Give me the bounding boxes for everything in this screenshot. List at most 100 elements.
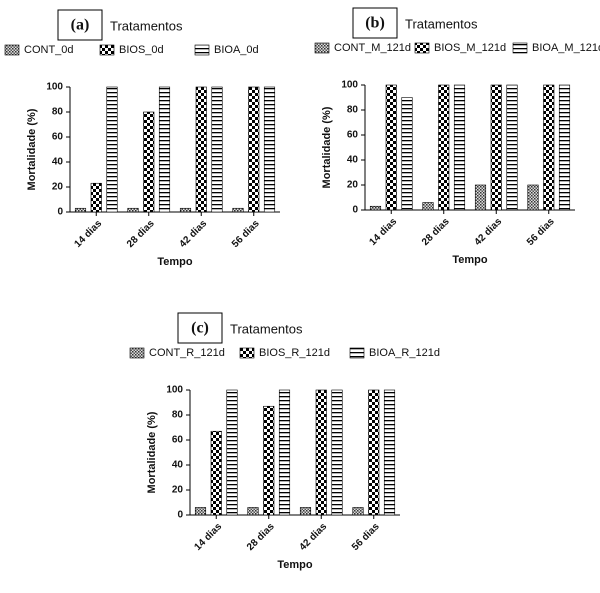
bar <box>453 84 466 211</box>
bar <box>195 86 207 213</box>
y-tick-label: 20 <box>172 485 184 496</box>
legend-title: Tratamentos <box>110 18 183 33</box>
x-tick-label: 28 dias <box>245 521 277 553</box>
bar <box>232 207 244 213</box>
bar <box>506 84 518 211</box>
y-tick-label: 20 <box>347 180 359 191</box>
y-tick-label: 0 <box>177 510 183 521</box>
y-tick-label: 20 <box>52 182 64 193</box>
bar <box>474 184 487 211</box>
legend-label: BIOS_0d <box>119 44 164 56</box>
panel-label: (c) <box>191 320 209 337</box>
bar <box>158 86 171 213</box>
bar <box>210 430 222 516</box>
bar <box>352 507 364 516</box>
legend-label: BIOS_R_121d <box>259 347 330 359</box>
x-axis-title: Tempo <box>452 254 488 266</box>
y-tick-label: 40 <box>172 460 184 471</box>
legend-label: BIOS_M_121d <box>434 42 506 54</box>
bar <box>143 111 155 213</box>
legend-swatch <box>194 44 210 56</box>
bar <box>299 507 312 516</box>
bar <box>278 389 291 516</box>
legend-swatch <box>129 347 145 359</box>
x-tick-label: 56 dias <box>525 216 557 248</box>
bar <box>179 207 192 213</box>
y-tick-label: 100 <box>166 385 183 396</box>
legend-swatch <box>314 42 330 54</box>
y-tick-label: 60 <box>52 132 64 143</box>
legend-swatch <box>512 42 528 54</box>
y-tick-label: 100 <box>341 80 358 91</box>
bar <box>385 84 397 211</box>
bar <box>369 205 382 211</box>
x-tick-label: 42 dias <box>472 216 504 248</box>
y-tick-label: 0 <box>352 205 358 216</box>
y-tick-label: 80 <box>347 105 359 116</box>
panel: (b) Tratamentos CONT_M_121d BIOS_M_121d BIOA… <box>314 7 600 266</box>
x-tick-label: 42 dias <box>297 521 329 553</box>
bar <box>543 84 555 211</box>
legend-label: CONT_0d <box>24 44 74 56</box>
bar <box>527 184 539 211</box>
y-tick-label: 100 <box>46 82 63 93</box>
bar <box>401 97 413 211</box>
y-tick-label: 80 <box>52 107 64 118</box>
legend-swatch <box>349 347 365 359</box>
x-tick-label: 14 dias <box>367 216 399 248</box>
x-axis-title: Tempo <box>157 256 193 268</box>
bar <box>127 207 139 213</box>
y-tick-label: 80 <box>172 410 184 421</box>
bar <box>331 389 343 516</box>
bar <box>263 405 275 516</box>
legend-label: CONT_R_121d <box>149 347 225 359</box>
bar <box>383 389 396 516</box>
y-axis-title: Mortalidade (%) <box>26 108 38 190</box>
y-axis-title: Mortalidade (%) <box>321 106 333 188</box>
y-tick-label: 40 <box>52 157 64 168</box>
legend-swatch <box>99 44 115 56</box>
bar <box>368 389 380 516</box>
panel-label: (a) <box>71 17 90 34</box>
bar <box>558 84 571 211</box>
bar <box>90 182 102 213</box>
bar <box>74 207 87 213</box>
x-tick-label: 14 dias <box>72 218 104 250</box>
bar <box>315 389 327 516</box>
legend-title: Tratamentos <box>405 16 478 31</box>
legend-label: BIOA_R_121d <box>369 347 440 359</box>
y-tick-label: 60 <box>347 130 359 141</box>
x-tick-label: 14 dias <box>192 521 224 553</box>
panel-box <box>352 7 398 39</box>
x-tick-label: 56 dias <box>230 218 262 250</box>
panel-label: (b) <box>365 15 385 32</box>
bar <box>247 507 259 516</box>
bar <box>106 86 118 213</box>
legend-swatch <box>239 347 255 359</box>
panel: (a) Tratamentos CONT_0d BIOS_0d BIOA_0d 0 20 40… <box>4 9 280 268</box>
x-tick-label: 42 dias <box>177 218 209 250</box>
y-tick-label: 0 <box>57 207 63 218</box>
panel-box <box>57 9 103 41</box>
legend-label: CONT_M_121d <box>334 42 411 54</box>
bar <box>194 507 207 516</box>
x-tick-label: 28 dias <box>420 216 452 248</box>
legend-swatch <box>414 42 430 54</box>
bar <box>490 84 502 211</box>
x-tick-label: 56 dias <box>350 521 382 553</box>
x-axis-title: Tempo <box>277 559 313 571</box>
panel-box <box>177 312 223 344</box>
bar <box>248 86 260 213</box>
y-tick-label: 40 <box>347 155 359 166</box>
panel: (c) Tratamentos CONT_R_121d BIOS_R_121d BIOA… <box>129 312 440 571</box>
bar <box>211 86 223 213</box>
y-axis-title: Mortalidade (%) <box>146 411 158 493</box>
bar <box>226 389 238 516</box>
x-tick-label: 28 dias <box>125 218 157 250</box>
bar <box>422 202 434 211</box>
legend-title: Tratamentos <box>230 321 303 336</box>
legend-label: BIOA_M_121d <box>532 42 600 54</box>
bar <box>263 86 276 213</box>
y-tick-label: 60 <box>172 435 184 446</box>
